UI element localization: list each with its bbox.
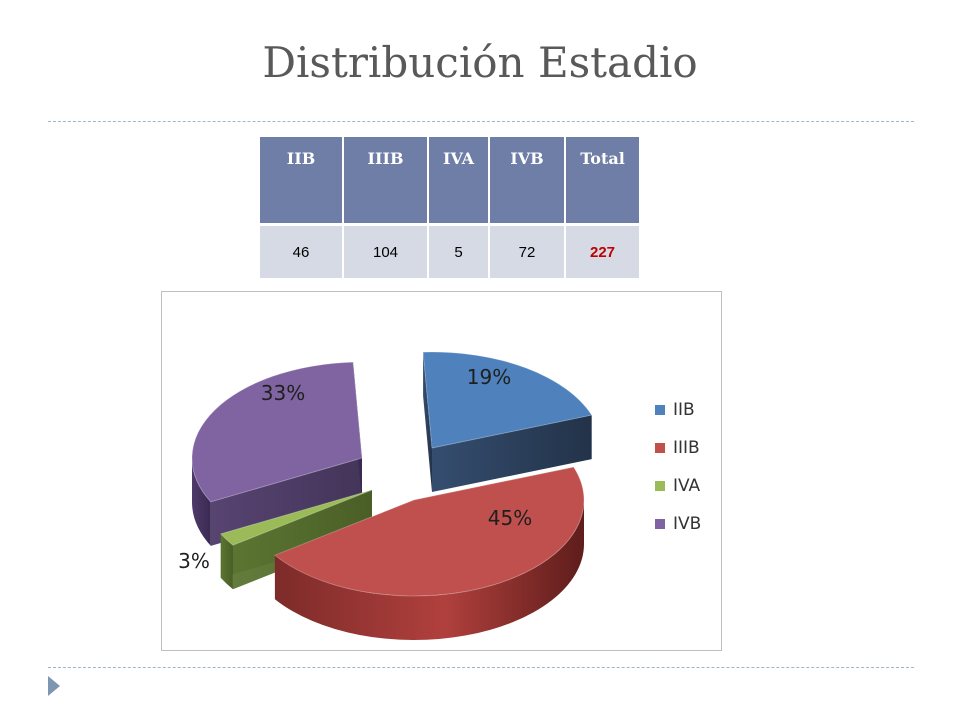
pie-slice-ivb [191, 361, 363, 546]
legend-swatch-ivb [655, 519, 665, 529]
legend-label-iva: IVA [673, 476, 701, 496]
cell-iiib: 104 [344, 223, 429, 278]
legend-label-iiib: IIIB [673, 438, 700, 458]
legend-swatch-iiib [655, 443, 665, 453]
cell-iib: 46 [260, 223, 344, 278]
bottom-divider [48, 667, 914, 668]
data-label-iiib: 45% [488, 506, 532, 530]
legend-swatch-iib [655, 405, 665, 415]
data-label-iva: 3% [178, 549, 210, 573]
header-iva: IVA [429, 137, 490, 223]
stage-table: IIB IIIB IVA IVB Total 46 104 5 72 227 [260, 137, 639, 278]
pie-slice-iib [422, 351, 593, 492]
pie-slice-iva [219, 489, 373, 590]
header-ivb: IVB [490, 137, 566, 223]
table-row: 46 104 5 72 227 [260, 223, 639, 278]
top-divider [48, 121, 914, 122]
header-iiib: IIIB [344, 137, 429, 223]
next-slide-arrow-icon[interactable] [48, 676, 60, 696]
legend-label-iib: IIB [673, 400, 695, 420]
pie-chart: 19% 45% 3% 33% IIB IIIB IVA IVB [178, 351, 701, 640]
header-total: Total [566, 137, 639, 223]
data-label-iib: 19% [467, 365, 511, 389]
chart-frame: 19% 45% 3% 33% IIB IIIB IVA IVB [161, 291, 722, 651]
chart-legend: IIB IIIB IVA IVB [655, 400, 701, 534]
table-header-row: IIB IIIB IVA IVB Total [260, 137, 639, 223]
pie-slice-iiib [273, 466, 585, 640]
cell-iva: 5 [429, 223, 490, 278]
cell-ivb: 72 [490, 223, 566, 278]
legend-swatch-iva [655, 481, 665, 491]
cell-total: 227 [566, 223, 639, 278]
slide-title: Distribución Estadio [262, 38, 698, 87]
legend-label-ivb: IVB [673, 514, 701, 534]
data-label-ivb: 33% [261, 381, 305, 405]
header-iib: IIB [260, 137, 344, 223]
